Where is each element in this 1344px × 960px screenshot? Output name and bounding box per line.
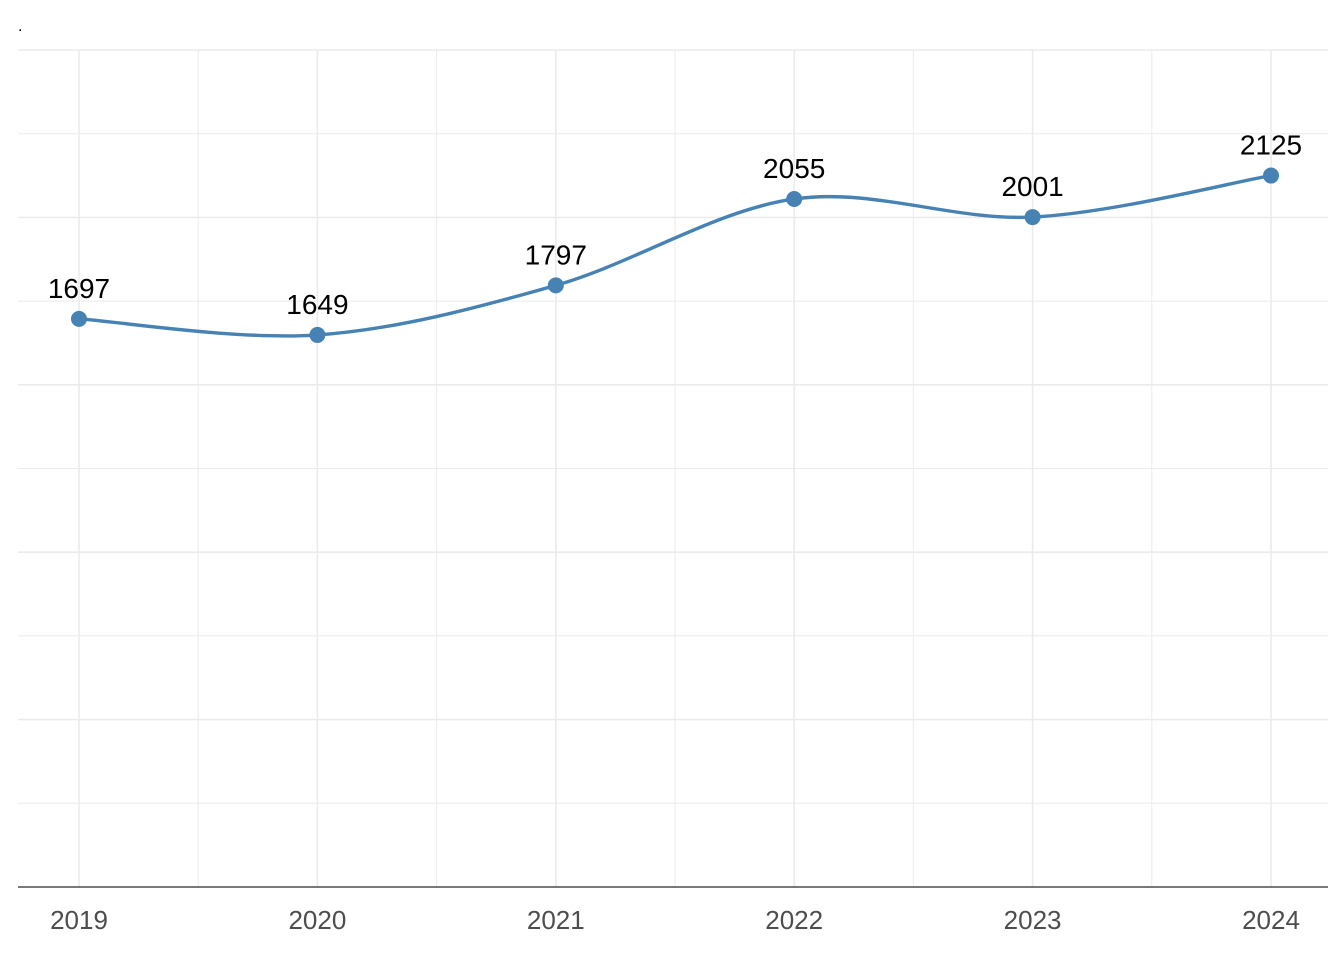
data-point (786, 190, 803, 207)
data-points (71, 167, 1279, 343)
data-point (1024, 209, 1041, 226)
data-point (547, 277, 564, 294)
data-point (1263, 167, 1279, 184)
x-tick-label: 2020 (288, 905, 346, 935)
data-label: 1697 (48, 273, 110, 304)
data-point (71, 310, 87, 327)
data-labels: 1697 1649 1797 2055 2001 2125 (48, 130, 1302, 320)
grid-minor (18, 50, 1328, 887)
data-point (309, 326, 326, 343)
data-label: 2055 (763, 153, 825, 184)
data-label: 1797 (525, 239, 587, 270)
corner-mark: . (18, 18, 23, 35)
series-line-group (77, 173, 1273, 338)
data-label: 1649 (286, 289, 348, 320)
x-tick-label: 2019 (50, 905, 108, 935)
x-tick-label: 2022 (765, 905, 823, 935)
series-line (77, 173, 1273, 338)
x-tick-labels: 2019 2020 2021 2022 2023 2024 (50, 905, 1300, 935)
data-label: 2001 (1001, 171, 1063, 202)
x-tick-label: 2023 (1004, 905, 1062, 935)
x-tick-label: 2024 (1242, 905, 1300, 935)
data-label: 2125 (1240, 130, 1302, 161)
x-tick-label: 2021 (527, 905, 585, 935)
